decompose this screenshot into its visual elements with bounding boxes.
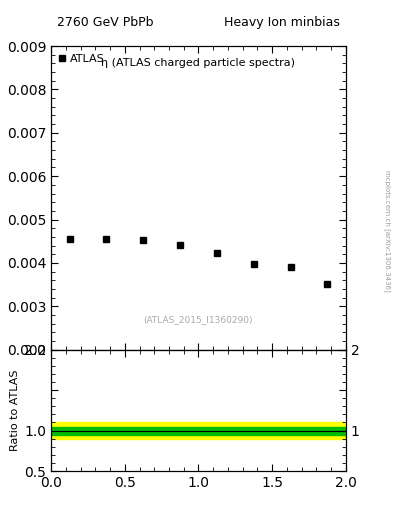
Legend: ATLAS: ATLAS [57, 52, 107, 66]
ATLAS [141, 237, 145, 243]
Text: (ATLAS_2015_I1360290): (ATLAS_2015_I1360290) [144, 315, 253, 324]
Bar [51, 426, 346, 435]
Text: η (ATLAS charged particle spectra): η (ATLAS charged particle spectra) [101, 58, 296, 68]
Line: ATLAS: ATLAS [67, 236, 330, 287]
Text: mcplots.cern.ch [arXiv:1306.3436]: mcplots.cern.ch [arXiv:1306.3436] [384, 169, 391, 291]
Bar [51, 422, 346, 439]
ATLAS [104, 236, 109, 242]
ATLAS [325, 281, 330, 287]
Y-axis label: Ratio to ATLAS: Ratio to ATLAS [10, 370, 20, 451]
Text: 2760 GeV PbPb: 2760 GeV PbPb [57, 16, 154, 29]
ATLAS [288, 264, 293, 270]
ATLAS [178, 242, 182, 248]
ATLAS [215, 250, 219, 257]
ATLAS [252, 261, 256, 267]
ATLAS [67, 236, 72, 242]
Text: Heavy Ion minbias: Heavy Ion minbias [224, 16, 340, 29]
